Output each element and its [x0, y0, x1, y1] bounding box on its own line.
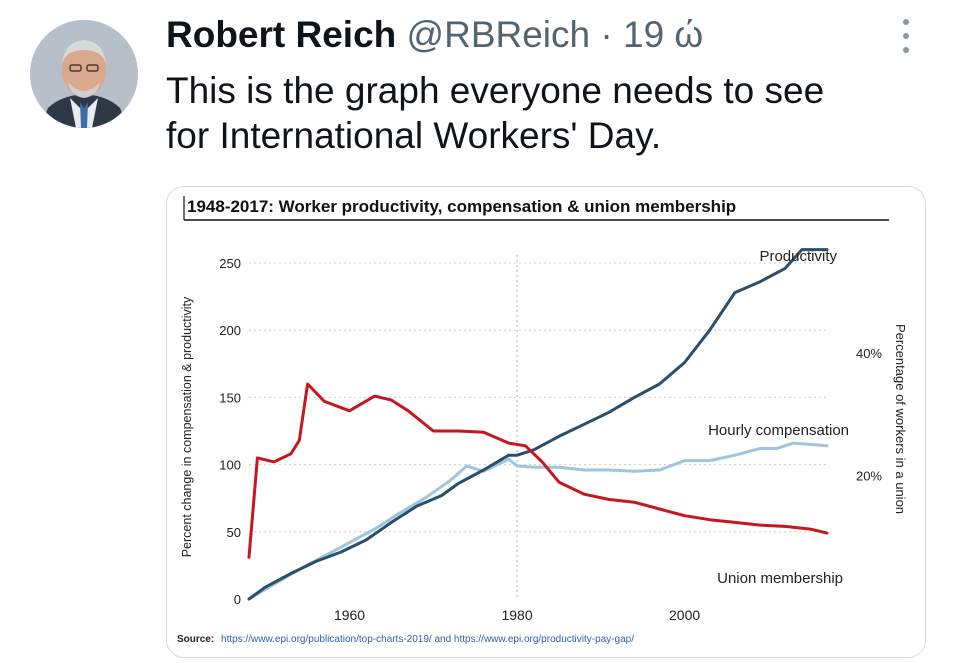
tweet-media[interactable]: 1948-2017: Worker productivity, compensa… [166, 186, 926, 658]
author-name[interactable]: Robert Reich [166, 14, 397, 55]
series-label: Union membership [717, 570, 843, 587]
avatar-photo [30, 20, 138, 128]
source-label: Source: [177, 634, 214, 645]
source-note: Source: https://www.epi.org/publication/… [177, 634, 634, 645]
x-tick-label: 2000 [669, 607, 700, 623]
y-tick-label: 100 [219, 458, 241, 473]
y2-tick-label: 20% [856, 468, 882, 483]
series-line-productivity [247, 248, 829, 601]
tweet-text-line: for International Workers' Day. [166, 115, 662, 156]
y-tick-label: 150 [219, 390, 241, 405]
y2-axis-label: Percentage of workers in a union [893, 324, 908, 514]
tweet-text: This is the graph everyone needs to see … [166, 68, 926, 158]
tweet-header: Robert Reich @RBReich · 19 ώ [166, 12, 703, 58]
more-options-button[interactable] [892, 16, 920, 56]
x-tick-label: 1980 [501, 607, 532, 623]
separator: · [600, 14, 613, 55]
y-axis-label: Percent change in compensation & product… [180, 296, 194, 557]
source-text: https://www.epi.org/publication/top-char… [221, 634, 634, 645]
tweet-text-line: This is the graph everyone needs to see [166, 70, 825, 111]
series-label: Hourly compensation [708, 422, 849, 439]
y-tick-label: 0 [234, 592, 241, 607]
series-label: Productivity [759, 248, 837, 265]
y-tick-label: 200 [219, 323, 241, 338]
timestamp[interactable]: 19 ώ [623, 14, 704, 55]
y-tick-label: 50 [227, 525, 241, 540]
chart-title: 1948-2017: Worker productivity, compensa… [187, 197, 736, 216]
y2-tick-label: 40% [856, 346, 882, 361]
avatar[interactable] [30, 20, 138, 128]
series-line-union-membership [247, 382, 829, 559]
author-handle[interactable]: @RBReich [406, 14, 591, 55]
series-line-hourly-compensation [247, 441, 829, 601]
chart: 1948-2017: Worker productivity, compensa… [167, 187, 925, 657]
y-tick-label: 250 [219, 256, 241, 271]
x-tick-label: 1960 [334, 607, 365, 623]
